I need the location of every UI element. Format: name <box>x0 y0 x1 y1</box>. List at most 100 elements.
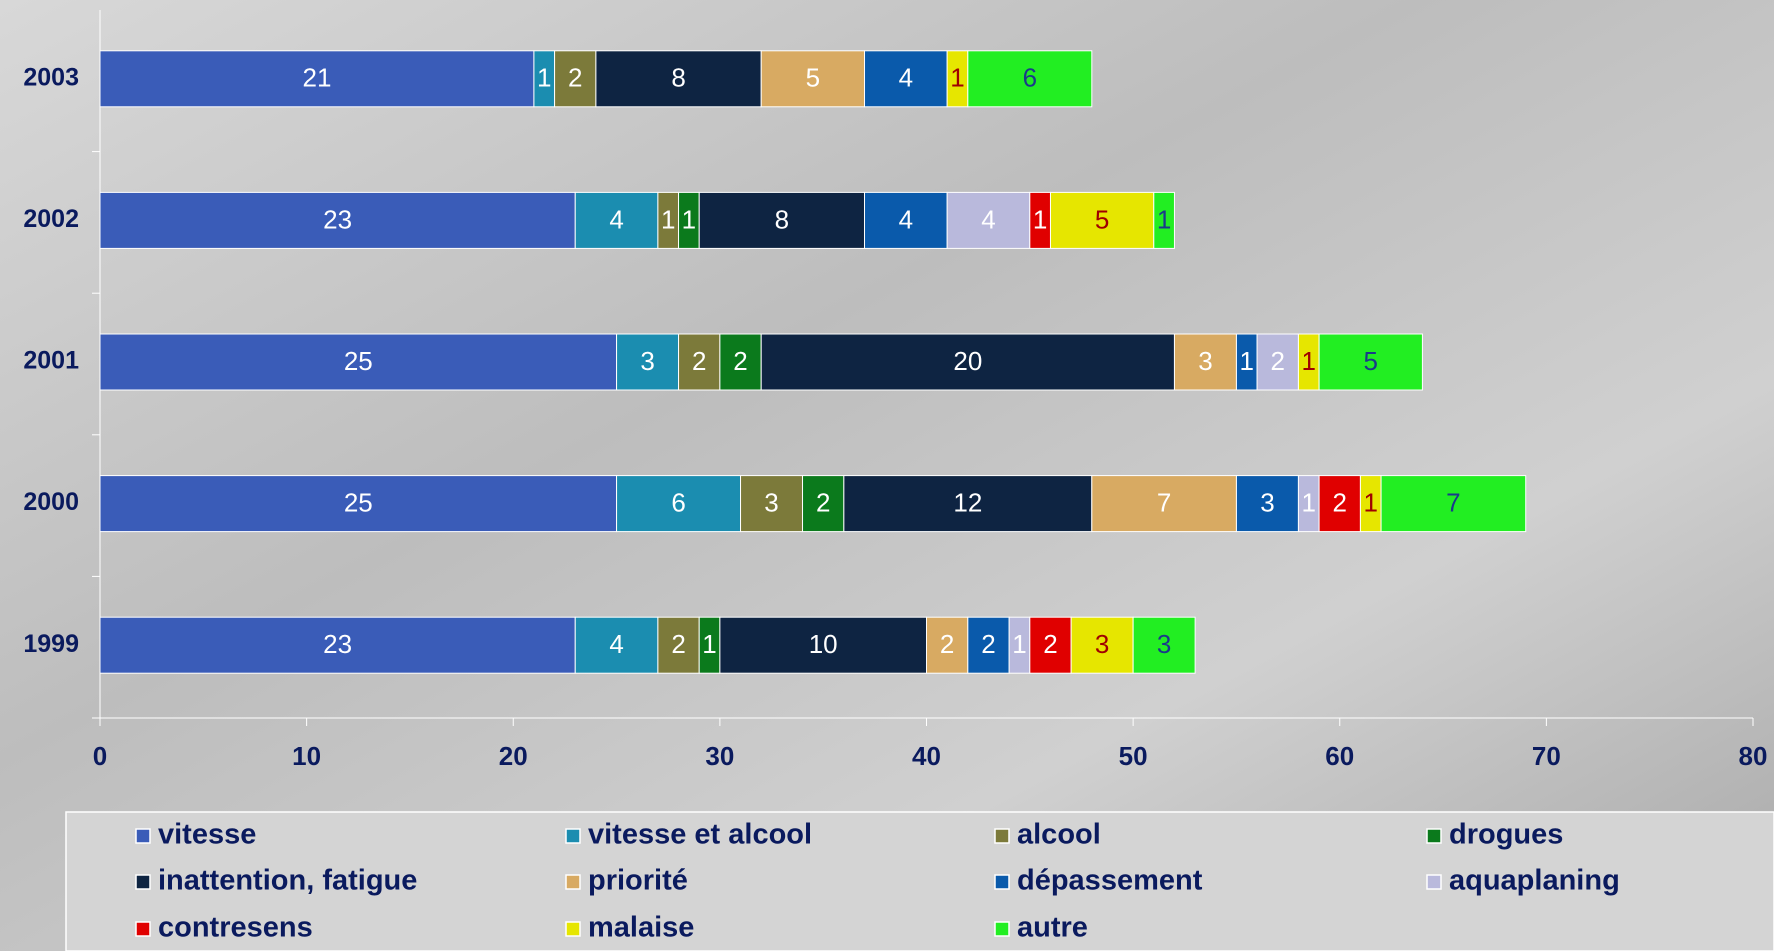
legend-label: malaise <box>588 912 694 944</box>
bar-segment <box>698 191 866 249</box>
bar-segment <box>926 616 969 674</box>
data-label: 2 <box>671 629 685 659</box>
data-label: 1 <box>661 204 675 234</box>
data-label: 3 <box>1095 629 1109 659</box>
bar-segment <box>1153 191 1175 249</box>
legend-label: autre <box>1017 912 1088 944</box>
data-label: 8 <box>671 63 685 93</box>
legend-swatch <box>994 921 1010 937</box>
bar-segment <box>1091 475 1237 533</box>
data-label: 2 <box>816 487 830 517</box>
bar-segment <box>574 191 659 249</box>
bar-segment <box>1070 616 1134 674</box>
x-tick-label: 60 <box>1325 741 1354 771</box>
bar-segment <box>99 333 618 391</box>
data-label: 4 <box>609 629 623 659</box>
data-label: 3 <box>1157 629 1171 659</box>
bar-segment <box>99 191 576 249</box>
bar-segment <box>719 616 927 674</box>
legend-swatch <box>565 828 581 844</box>
y-tick-label: 2002 <box>23 205 79 233</box>
x-tick-label: 40 <box>912 741 941 771</box>
legend-swatch <box>994 874 1010 890</box>
legend-label: inattention, fatigue <box>158 865 417 897</box>
bar-segment <box>802 475 845 533</box>
y-tick-label: 2000 <box>23 488 79 516</box>
legend-label: dépassement <box>1017 865 1203 897</box>
bar-segment <box>595 50 762 108</box>
legend-swatch <box>135 828 151 844</box>
data-label: 23 <box>323 629 352 659</box>
data-label: 1 <box>1240 346 1254 376</box>
legend-label: vitesse <box>158 819 256 851</box>
legend-label: drogues <box>1449 819 1563 851</box>
bar-segment <box>719 333 762 391</box>
data-label: 6 <box>671 487 685 517</box>
bar-segment <box>1380 475 1527 533</box>
bar-segment <box>657 616 700 674</box>
data-label: 5 <box>806 63 820 93</box>
data-label: 12 <box>953 487 982 517</box>
bar-segment <box>554 50 597 108</box>
legend-swatch <box>135 921 151 937</box>
data-label: 2 <box>1043 629 1057 659</box>
data-label: 3 <box>1260 487 1274 517</box>
legend-box <box>65 811 1774 951</box>
data-label: 4 <box>609 204 623 234</box>
bar-segment <box>1256 333 1299 391</box>
data-label: 10 <box>809 629 838 659</box>
x-tick-label: 10 <box>292 741 321 771</box>
legend-label: alcool <box>1017 819 1101 851</box>
bar-segment <box>1318 475 1361 533</box>
legend-label: aquaplaning <box>1449 865 1620 897</box>
legend-swatch <box>565 921 581 937</box>
legend-label: vitesse et alcool <box>588 819 812 851</box>
data-label: 3 <box>1198 346 1212 376</box>
x-tick-label: 70 <box>1532 741 1561 771</box>
data-label: 1 <box>1033 204 1047 234</box>
legend-swatch <box>1426 828 1442 844</box>
data-label: 1 <box>702 629 716 659</box>
data-label: 1 <box>1157 204 1171 234</box>
data-label: 1 <box>682 204 696 234</box>
data-label: 7 <box>1446 487 1460 517</box>
data-label: 2 <box>692 346 706 376</box>
data-label: 8 <box>775 204 789 234</box>
data-label: 4 <box>981 204 995 234</box>
data-label: 1 <box>1302 346 1316 376</box>
legend-swatch <box>565 874 581 890</box>
bar-segment <box>616 333 680 391</box>
data-label: 4 <box>899 63 913 93</box>
data-label: 2 <box>1271 346 1285 376</box>
bar-segment <box>760 50 866 108</box>
bar-segment <box>574 616 659 674</box>
x-tick-label: 80 <box>1739 741 1768 771</box>
data-label: 25 <box>344 487 373 517</box>
y-tick-label: 1999 <box>23 630 79 658</box>
bar-segment <box>864 191 948 249</box>
legend-label: priorité <box>588 865 688 897</box>
data-label: 23 <box>323 204 352 234</box>
data-label: 1 <box>1364 487 1378 517</box>
x-tick-label: 0 <box>93 741 107 771</box>
bar-segment <box>864 50 948 108</box>
data-label: 20 <box>953 346 982 376</box>
data-label: 2 <box>568 63 582 93</box>
data-label: 3 <box>640 346 654 376</box>
x-tick-label: 30 <box>705 741 734 771</box>
legend-swatch <box>1426 874 1442 890</box>
data-label: 21 <box>302 63 331 93</box>
bar-segment <box>967 50 1093 108</box>
y-tick-label: 2001 <box>23 347 79 375</box>
bar-segment <box>99 616 576 674</box>
x-tick-label: 20 <box>499 741 528 771</box>
bar-segment <box>1318 333 1423 391</box>
bar-segment <box>678 333 721 391</box>
data-label: 3 <box>764 487 778 517</box>
data-label: 1 <box>1012 629 1026 659</box>
data-label: 25 <box>344 346 373 376</box>
legend-swatch <box>135 874 151 890</box>
bar-segment <box>1173 333 1237 391</box>
bar-segment <box>946 191 1031 249</box>
